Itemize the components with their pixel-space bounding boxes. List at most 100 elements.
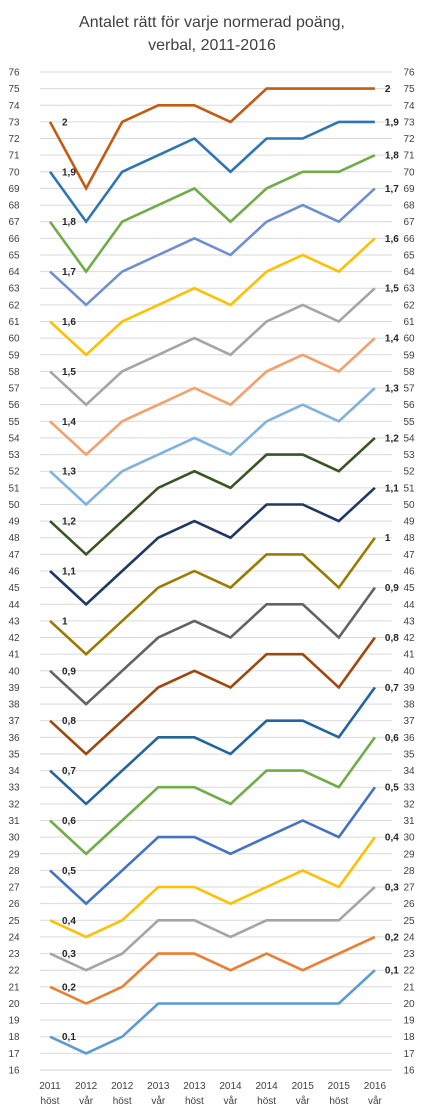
y-tick-label-left: 18 [8, 1032, 20, 1043]
x-tick-year: 2013 [147, 1081, 170, 1092]
y-tick-label-right: 54 [403, 433, 415, 444]
y-tick-label-left: 25 [8, 916, 20, 927]
y-tick-label-right: 25 [403, 916, 415, 927]
x-tick-year: 2012 [111, 1081, 134, 1092]
series-label-end: 0,8 [385, 633, 399, 644]
series-line [49, 886, 376, 972]
series-label-start: 0,2 [62, 982, 76, 993]
series-label-start: 1,6 [62, 317, 76, 328]
y-tick-label-right: 29 [403, 849, 415, 860]
y-tick-label-left: 72 [8, 134, 20, 145]
series-line [49, 237, 376, 357]
y-tick-label-left: 73 [8, 117, 20, 128]
y-tick-label-right: 44 [403, 600, 415, 611]
y-tick-label-right: 59 [403, 350, 415, 361]
y-tick-label-left: 30 [8, 833, 20, 844]
x-tick-year: 2014 [255, 1081, 278, 1092]
y-tick-label-right: 74 [403, 101, 415, 112]
series-line [49, 436, 376, 557]
x-tick-term: höst [41, 1096, 60, 1107]
series-label-end: 1,6 [385, 234, 399, 245]
y-tick-label-left: 22 [8, 966, 20, 977]
y-tick-label-left: 75 [8, 84, 20, 95]
y-tick-label-left: 62 [8, 300, 20, 311]
x-tick-term: höst [113, 1096, 132, 1107]
x-tick-year: 2015 [292, 1081, 315, 1092]
y-tick-label-right: 65 [403, 250, 415, 261]
y-tick-label-right: 69 [403, 184, 415, 195]
series-label-start: 1 [62, 616, 68, 627]
series-label-end: 2 [385, 84, 391, 95]
y-tick-label-right: 58 [403, 367, 415, 378]
series-line [48, 120, 375, 224]
y-tick-label-right: 38 [403, 700, 415, 711]
y-tick-label-left: 21 [8, 982, 20, 993]
y-tick-label-right: 24 [403, 932, 415, 943]
series-label-end: 0,7 [385, 683, 399, 694]
y-tick-label-left: 74 [8, 101, 20, 112]
y-tick-label-left: 46 [8, 567, 20, 578]
series-line [49, 536, 376, 656]
y-tick-label-left: 45 [8, 583, 20, 594]
series-label-end: 0,3 [385, 883, 399, 894]
series-label-start: 1,5 [62, 367, 76, 378]
series-label-start: 1,8 [62, 217, 76, 228]
y-tick-label-right: 39 [403, 683, 415, 694]
series-line [49, 287, 376, 407]
y-tick-label-left: 20 [8, 999, 20, 1010]
series-label-end: 0,4 [385, 833, 399, 844]
y-tick-label-left: 64 [8, 267, 20, 278]
y-tick-label-left: 61 [8, 317, 20, 328]
y-tick-label-left: 38 [8, 700, 20, 711]
y-tick-label-right: 41 [403, 650, 415, 661]
x-tick-year: 2011 [39, 1081, 61, 1092]
y-tick-label-left: 26 [8, 899, 20, 910]
y-tick-label-left: 65 [8, 250, 20, 261]
y-tick-label-right: 20 [403, 999, 415, 1010]
y-tick-label-right: 72 [403, 134, 415, 145]
series-lines [48, 87, 376, 1055]
x-tick-term: höst [329, 1096, 348, 1107]
series-line [49, 387, 376, 507]
y-tick-label-left: 56 [8, 400, 20, 411]
y-tick-label-right: 56 [403, 400, 415, 411]
x-tick-term: vår [151, 1095, 166, 1107]
y-tick-label-right: 37 [403, 716, 415, 727]
series-label-start: 0,8 [62, 716, 76, 727]
chart-title-line-1: Antalet rätt för varje normerad poäng, [79, 14, 345, 31]
y-tick-label-right: 36 [403, 733, 415, 744]
y-tick-label-right: 19 [403, 1016, 415, 1027]
series-label-start: 1,2 [62, 517, 76, 528]
series-label-start: 0,5 [62, 866, 76, 877]
series-label-end: 1,2 [385, 433, 399, 444]
y-tick-label-left: 60 [8, 334, 20, 345]
x-tick-year: 2014 [219, 1081, 242, 1092]
y-tick-label-right: 71 [403, 151, 415, 162]
y-tick-label-right: 30 [403, 833, 415, 844]
y-tick-label-right: 62 [403, 300, 415, 311]
y-tick-label-right: 50 [403, 500, 415, 511]
y-tick-label-left: 66 [8, 234, 20, 245]
y-tick-label-left: 24 [8, 932, 20, 943]
y-tick-label-left: 31 [8, 816, 20, 827]
y-tick-label-right: 17 [403, 1049, 415, 1060]
y-tick-label-left: 32 [8, 799, 20, 810]
series-label-start: 1,9 [62, 167, 76, 178]
y-tick-label-left: 34 [8, 766, 20, 777]
y-tick-label-right: 60 [403, 334, 415, 345]
y-tick-label-right: 35 [403, 749, 415, 760]
y-tick-label-left: 57 [8, 384, 20, 395]
series-line [49, 969, 376, 1055]
series-label-end: 1,7 [385, 184, 399, 195]
y-tick-label-right: 40 [403, 666, 415, 677]
series-label-start: 0,1 [62, 1032, 76, 1043]
y-axis-right: 16 17 18 19 20 21 22 23 24 25 26 27 28 29 30 31 32 33 34 35… [403, 68, 415, 1077]
y-tick-label-right: 34 [403, 766, 415, 777]
y-tick-label-left: 44 [8, 600, 20, 611]
y-tick-label-right: 73 [403, 117, 415, 128]
y-tick-label-left: 58 [8, 367, 20, 378]
series-label-start: 1,7 [62, 267, 76, 278]
y-tick-label-right: 31 [403, 816, 415, 827]
series-label-end: 0,5 [385, 783, 399, 794]
